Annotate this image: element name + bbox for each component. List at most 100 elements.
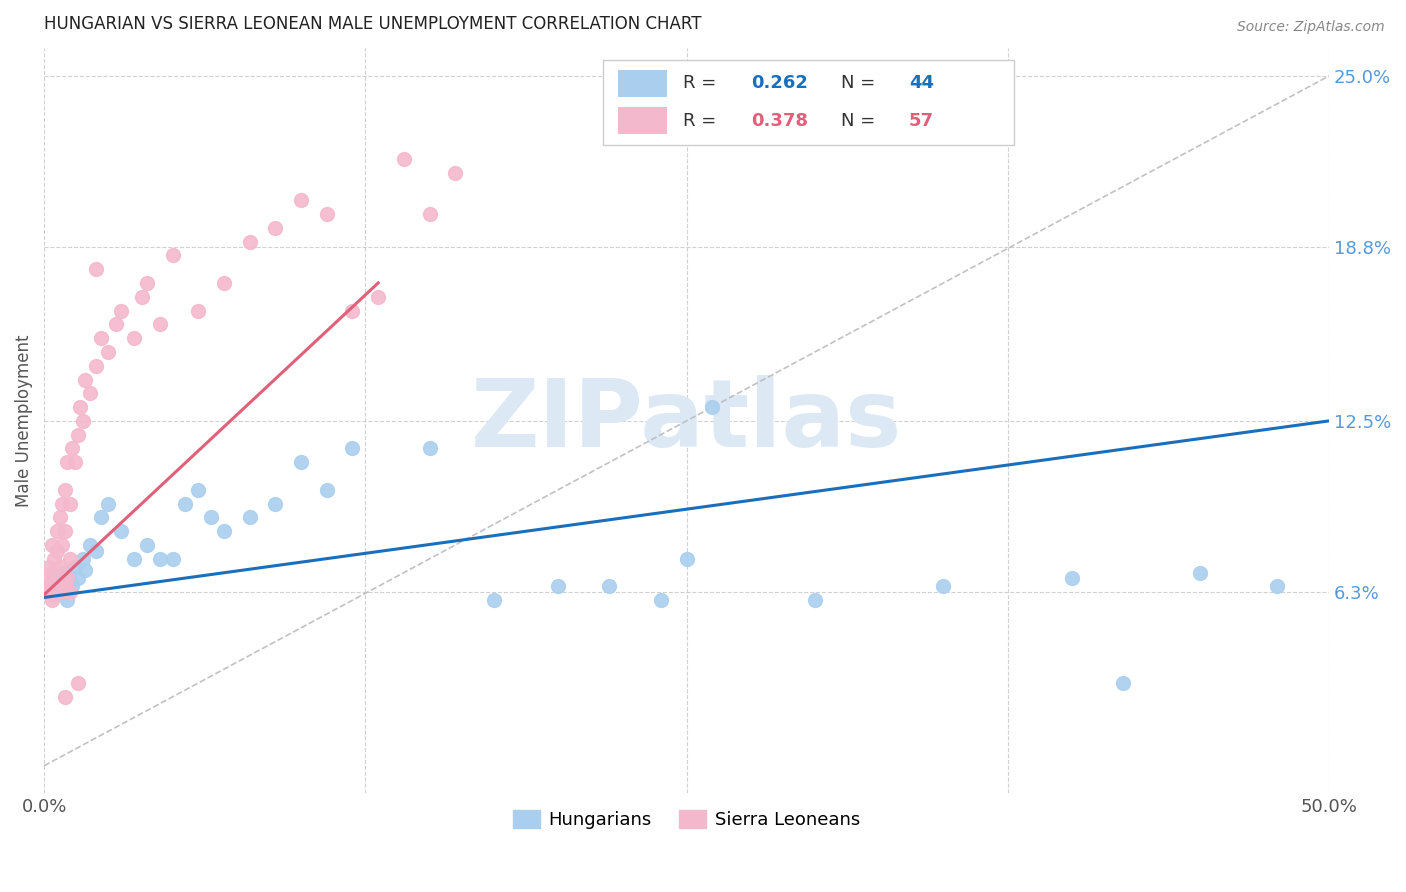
Point	[79, 386, 101, 401]
Point	[59, 497, 82, 511]
Point	[41, 566, 63, 580]
Point	[162, 248, 184, 262]
Point	[90, 331, 112, 345]
Point	[367, 290, 389, 304]
Point	[702, 400, 724, 414]
Point	[122, 331, 145, 345]
Point	[51, 566, 73, 580]
Point	[482, 593, 505, 607]
Point	[53, 585, 76, 599]
Point	[290, 193, 312, 207]
Point	[264, 497, 287, 511]
Point	[149, 318, 172, 332]
Point	[66, 676, 89, 690]
Text: Source: ZipAtlas.com: Source: ZipAtlas.com	[1237, 20, 1385, 34]
Text: 57: 57	[908, 112, 934, 129]
Text: ZIPatlas: ZIPatlas	[471, 375, 903, 467]
Point	[131, 290, 153, 304]
Point	[315, 483, 337, 497]
Point	[419, 207, 441, 221]
Point	[110, 303, 132, 318]
Point	[66, 427, 89, 442]
Point	[46, 585, 69, 599]
FancyBboxPatch shape	[603, 60, 1014, 145]
Point	[60, 579, 83, 593]
Point	[41, 538, 63, 552]
Point	[46, 524, 69, 539]
Point	[1189, 566, 1212, 580]
Point	[675, 552, 697, 566]
Point	[60, 442, 83, 456]
Point	[35, 571, 58, 585]
Point	[53, 579, 76, 593]
Text: 44: 44	[908, 74, 934, 93]
Point	[63, 455, 86, 469]
Text: N =: N =	[841, 74, 880, 93]
Text: R =: R =	[683, 112, 721, 129]
Text: R =: R =	[683, 74, 721, 93]
Point	[59, 574, 82, 588]
Point	[72, 414, 94, 428]
Point	[56, 593, 79, 607]
Point	[66, 571, 89, 585]
Point	[63, 560, 86, 574]
Point	[72, 552, 94, 566]
Point	[149, 552, 172, 566]
Point	[75, 563, 97, 577]
Point	[342, 303, 364, 318]
Point	[38, 560, 60, 574]
Point	[1060, 571, 1083, 585]
Text: HUNGARIAN VS SIERRA LEONEAN MALE UNEMPLOYMENT CORRELATION CHART: HUNGARIAN VS SIERRA LEONEAN MALE UNEMPLO…	[44, 15, 702, 33]
Text: 0.262: 0.262	[751, 74, 807, 93]
Point	[38, 579, 60, 593]
Point	[53, 690, 76, 704]
Point	[135, 276, 157, 290]
Point	[1112, 676, 1135, 690]
Point	[51, 585, 73, 599]
Point	[69, 400, 91, 414]
Point	[122, 552, 145, 566]
Point	[51, 538, 73, 552]
Point	[35, 585, 58, 599]
Point	[44, 552, 66, 566]
Point	[46, 571, 69, 585]
Point	[51, 497, 73, 511]
Point	[53, 483, 76, 497]
Point	[48, 560, 70, 574]
Point	[59, 585, 82, 599]
Point	[162, 552, 184, 566]
Point	[200, 510, 222, 524]
Point	[187, 483, 209, 497]
Point	[56, 571, 79, 585]
Point	[598, 579, 620, 593]
Y-axis label: Male Unemployment: Male Unemployment	[15, 334, 32, 508]
Point	[84, 543, 107, 558]
FancyBboxPatch shape	[619, 107, 668, 134]
Point	[444, 165, 467, 179]
Text: 0.378: 0.378	[751, 112, 807, 129]
Text: N =: N =	[841, 112, 880, 129]
Point	[392, 152, 415, 166]
Point	[48, 582, 70, 597]
Point	[97, 497, 120, 511]
Point	[84, 359, 107, 373]
Point	[46, 543, 69, 558]
Point	[84, 262, 107, 277]
Point	[174, 497, 197, 511]
Point	[547, 579, 569, 593]
Point	[44, 588, 66, 602]
Point	[41, 593, 63, 607]
Point	[53, 524, 76, 539]
Point	[110, 524, 132, 539]
Point	[342, 442, 364, 456]
Point	[48, 579, 70, 593]
FancyBboxPatch shape	[619, 70, 668, 97]
Legend: Hungarians, Sierra Leoneans: Hungarians, Sierra Leoneans	[505, 803, 868, 837]
Point	[932, 579, 955, 593]
Point	[187, 303, 209, 318]
Point	[75, 372, 97, 386]
Point	[264, 220, 287, 235]
Point	[804, 593, 827, 607]
Point	[56, 455, 79, 469]
Point	[105, 318, 128, 332]
